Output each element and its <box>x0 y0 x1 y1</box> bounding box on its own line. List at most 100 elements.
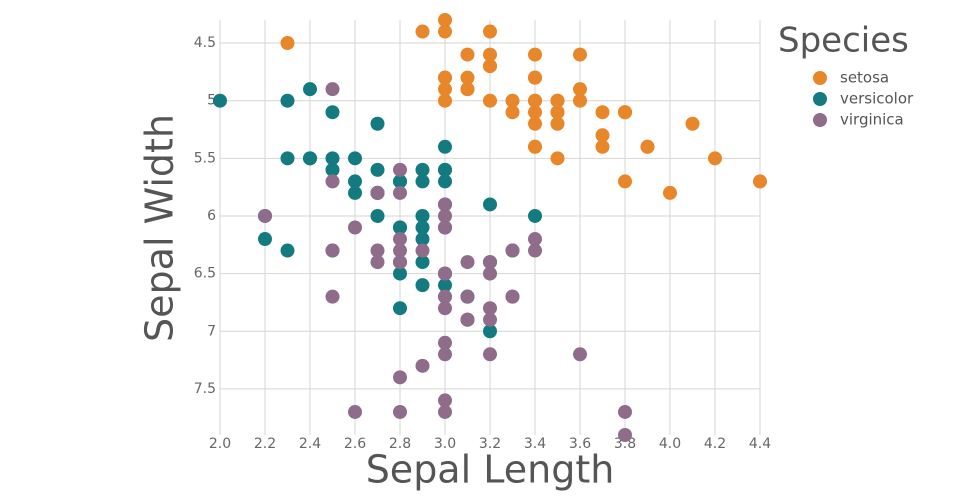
x-tick-label: 2.6 <box>344 436 366 452</box>
point <box>483 59 497 74</box>
point <box>258 208 272 223</box>
y-tick-label: 6 <box>207 208 216 224</box>
point <box>550 105 565 120</box>
point <box>393 301 407 316</box>
point <box>573 93 587 108</box>
y-tick-label: 7 <box>207 323 216 339</box>
x-tick-label: 3.4 <box>524 436 546 452</box>
point <box>393 255 407 270</box>
x-tick-label: 2.0 <box>209 436 231 452</box>
point <box>505 93 520 108</box>
point <box>438 266 452 281</box>
point <box>415 24 430 39</box>
y-tick-label: 6.5 <box>194 266 216 282</box>
y-tick-label: 5.5 <box>194 150 216 166</box>
point <box>550 116 565 131</box>
point <box>370 185 385 200</box>
point <box>370 162 385 177</box>
x-tick-label: 2.4 <box>299 436 321 452</box>
point <box>460 289 475 304</box>
point <box>438 301 452 316</box>
point <box>550 151 565 166</box>
point <box>393 370 407 385</box>
point <box>505 105 520 120</box>
point <box>393 174 407 189</box>
point <box>528 105 542 120</box>
point <box>438 24 452 39</box>
point <box>325 151 340 166</box>
point <box>415 278 430 293</box>
y-axis-title: Sepal Width <box>138 114 182 342</box>
y-tick-label: 7.5 <box>194 381 216 397</box>
point <box>528 47 542 62</box>
point <box>348 174 362 189</box>
point <box>370 116 385 131</box>
x-tick-label: 4.0 <box>659 436 681 452</box>
point <box>370 208 385 223</box>
legend-label: versicolor <box>840 90 914 108</box>
point <box>460 47 475 62</box>
point <box>483 312 497 327</box>
point <box>393 243 407 258</box>
point <box>483 24 497 39</box>
point <box>280 151 295 166</box>
point <box>438 289 452 304</box>
legend-marker <box>813 113 827 127</box>
point <box>325 243 340 258</box>
point <box>415 174 430 189</box>
x-tick-label: 4.2 <box>704 436 726 452</box>
point <box>753 174 767 189</box>
point <box>303 82 317 97</box>
point <box>685 116 700 131</box>
point <box>483 347 497 362</box>
point <box>708 151 722 166</box>
point <box>415 220 430 235</box>
point <box>528 243 542 258</box>
point <box>325 105 340 120</box>
point <box>528 232 542 247</box>
x-tick-label: 4.4 <box>749 436 771 452</box>
point <box>528 70 542 85</box>
point <box>415 208 430 223</box>
point <box>438 393 452 408</box>
point <box>618 428 632 442</box>
point <box>258 232 272 247</box>
point <box>303 151 317 166</box>
point <box>573 82 587 97</box>
point <box>595 139 610 154</box>
point <box>550 93 565 108</box>
point <box>393 232 407 247</box>
point <box>438 13 452 27</box>
point <box>348 151 362 166</box>
point <box>438 347 452 362</box>
x-tick-label: 2.8 <box>389 436 411 452</box>
point <box>438 278 452 293</box>
point <box>348 220 362 235</box>
point <box>438 404 452 419</box>
point <box>213 93 227 108</box>
legend-marker <box>813 92 827 106</box>
point <box>483 266 497 281</box>
point <box>438 220 452 235</box>
point <box>663 185 677 200</box>
point <box>325 162 340 177</box>
point <box>280 243 295 258</box>
x-tick-label: 2.2 <box>254 436 276 452</box>
point <box>483 197 497 212</box>
point <box>415 232 430 247</box>
y-tick-label: 4.5 <box>194 35 216 51</box>
point <box>393 220 407 235</box>
point <box>483 93 497 108</box>
point <box>370 255 385 270</box>
point <box>483 255 497 270</box>
point <box>393 266 407 281</box>
point <box>280 93 295 108</box>
point <box>348 185 362 200</box>
point <box>393 162 407 177</box>
point <box>460 82 475 97</box>
y-tick-label: 5 <box>207 93 216 109</box>
point <box>640 139 655 154</box>
point <box>618 174 632 189</box>
point <box>460 255 475 270</box>
